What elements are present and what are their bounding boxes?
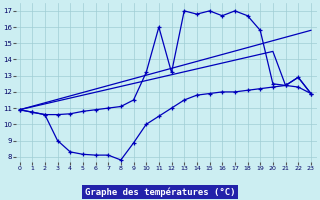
Text: Graphe des températures (°C): Graphe des températures (°C) [85,187,235,197]
